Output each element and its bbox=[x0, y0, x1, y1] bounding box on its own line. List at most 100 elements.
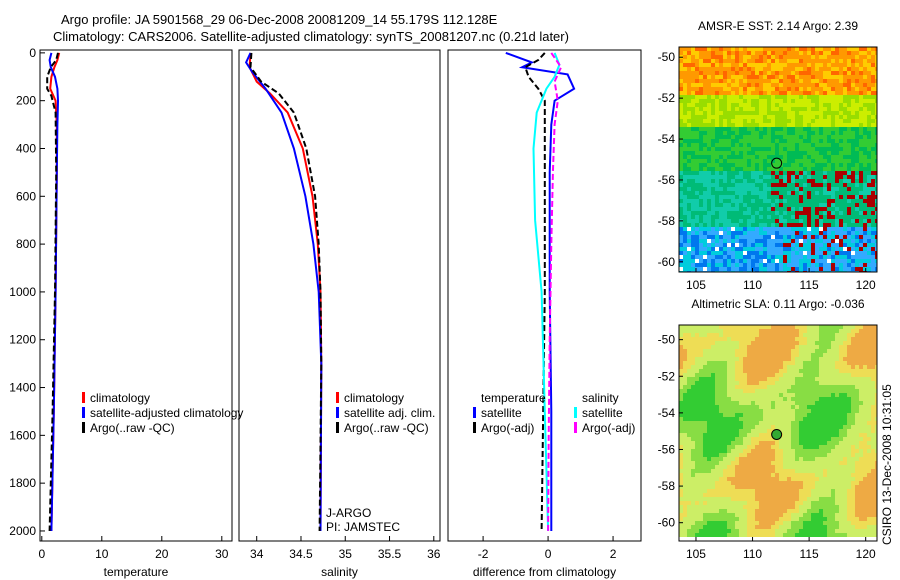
map-cell bbox=[763, 91, 767, 95]
map-cell bbox=[795, 91, 799, 95]
map-cell bbox=[707, 267, 711, 271]
map-cell bbox=[807, 337, 811, 341]
map-cell bbox=[711, 211, 715, 215]
map-cell bbox=[715, 349, 719, 353]
map-cell bbox=[751, 175, 755, 179]
map-cell bbox=[771, 203, 775, 207]
map-cell bbox=[775, 357, 779, 361]
map-cell bbox=[711, 203, 715, 207]
map-cell bbox=[875, 373, 877, 377]
map-cell bbox=[851, 123, 855, 127]
map-cell bbox=[835, 353, 839, 357]
legend-label: satellite adj. clim. bbox=[344, 406, 435, 420]
map-cell bbox=[727, 127, 731, 131]
map-cell bbox=[803, 255, 807, 259]
map-cell bbox=[743, 267, 747, 271]
map-cell bbox=[767, 247, 771, 251]
map-cell bbox=[815, 111, 819, 115]
map-cell bbox=[763, 259, 767, 263]
map-cell bbox=[839, 477, 843, 481]
map-cell bbox=[763, 357, 767, 361]
map-cell bbox=[755, 63, 759, 67]
map-cell bbox=[871, 349, 875, 353]
map-cell bbox=[759, 397, 763, 401]
map-cell bbox=[783, 55, 787, 59]
map-cell bbox=[851, 369, 855, 373]
map-cell bbox=[863, 373, 867, 377]
map-cell bbox=[723, 75, 727, 79]
map-cell bbox=[683, 183, 687, 187]
map-cell bbox=[731, 401, 735, 405]
map-cell bbox=[735, 429, 739, 433]
map-cell bbox=[863, 63, 867, 67]
map-cell bbox=[771, 239, 775, 243]
map-cell bbox=[691, 63, 695, 67]
map-cell bbox=[799, 397, 803, 401]
map-cell bbox=[815, 179, 819, 183]
map-cell bbox=[875, 425, 877, 429]
map-cell bbox=[803, 59, 807, 63]
map-cell bbox=[679, 87, 683, 91]
map-cell bbox=[691, 151, 695, 155]
map-cell bbox=[683, 373, 687, 377]
map-cell bbox=[699, 417, 703, 421]
map-cell bbox=[843, 195, 847, 199]
map-cell bbox=[707, 235, 711, 239]
map-cell bbox=[703, 123, 707, 127]
map-cell bbox=[699, 203, 703, 207]
map-cell bbox=[695, 87, 699, 91]
map-cell bbox=[731, 135, 735, 139]
map-cell bbox=[739, 457, 743, 461]
map-cell bbox=[843, 123, 847, 127]
map-cell bbox=[767, 409, 771, 413]
map-cell bbox=[831, 397, 835, 401]
map-cell bbox=[819, 135, 823, 139]
map-cell bbox=[823, 259, 827, 263]
map-cell bbox=[699, 413, 703, 417]
map-cell bbox=[703, 449, 707, 453]
map-cell bbox=[699, 243, 703, 247]
map-cell bbox=[751, 381, 755, 385]
map-cell bbox=[707, 139, 711, 143]
map-cell bbox=[727, 159, 731, 163]
map-cell bbox=[683, 71, 687, 75]
map-cell bbox=[779, 239, 783, 243]
map-cell bbox=[823, 207, 827, 211]
map-cell bbox=[847, 171, 851, 175]
map-cell bbox=[711, 163, 715, 167]
map-cell bbox=[863, 429, 867, 433]
map-cell bbox=[819, 243, 823, 247]
map-cell bbox=[859, 55, 863, 59]
map-cell bbox=[763, 187, 767, 191]
map-cell bbox=[779, 263, 783, 267]
map-cell bbox=[819, 111, 823, 115]
map-cell bbox=[695, 51, 699, 55]
map-cell bbox=[711, 123, 715, 127]
map-cell bbox=[719, 457, 723, 461]
map-cell bbox=[839, 373, 843, 377]
map-cell bbox=[847, 453, 851, 457]
map-cell bbox=[823, 203, 827, 207]
map-cell bbox=[727, 401, 731, 405]
map-cell bbox=[747, 79, 751, 83]
map-cell bbox=[831, 231, 835, 235]
map-cell bbox=[795, 337, 799, 341]
map-cell bbox=[835, 223, 839, 227]
map-cell bbox=[679, 91, 683, 95]
map-cell bbox=[867, 95, 871, 99]
map-cell bbox=[723, 115, 727, 119]
map-cell bbox=[739, 235, 743, 239]
map-cell bbox=[867, 243, 871, 247]
map-cell bbox=[715, 341, 719, 345]
map-cell bbox=[679, 365, 683, 369]
map-cell bbox=[839, 47, 843, 51]
map-cell bbox=[679, 251, 683, 255]
map-cell bbox=[711, 191, 715, 195]
map-cell bbox=[727, 103, 731, 107]
map-cell bbox=[683, 401, 687, 405]
map-cell bbox=[875, 215, 877, 219]
map-cell bbox=[703, 147, 707, 151]
map-cell bbox=[763, 341, 767, 345]
map-cell bbox=[679, 433, 683, 437]
map-cell bbox=[695, 79, 699, 83]
